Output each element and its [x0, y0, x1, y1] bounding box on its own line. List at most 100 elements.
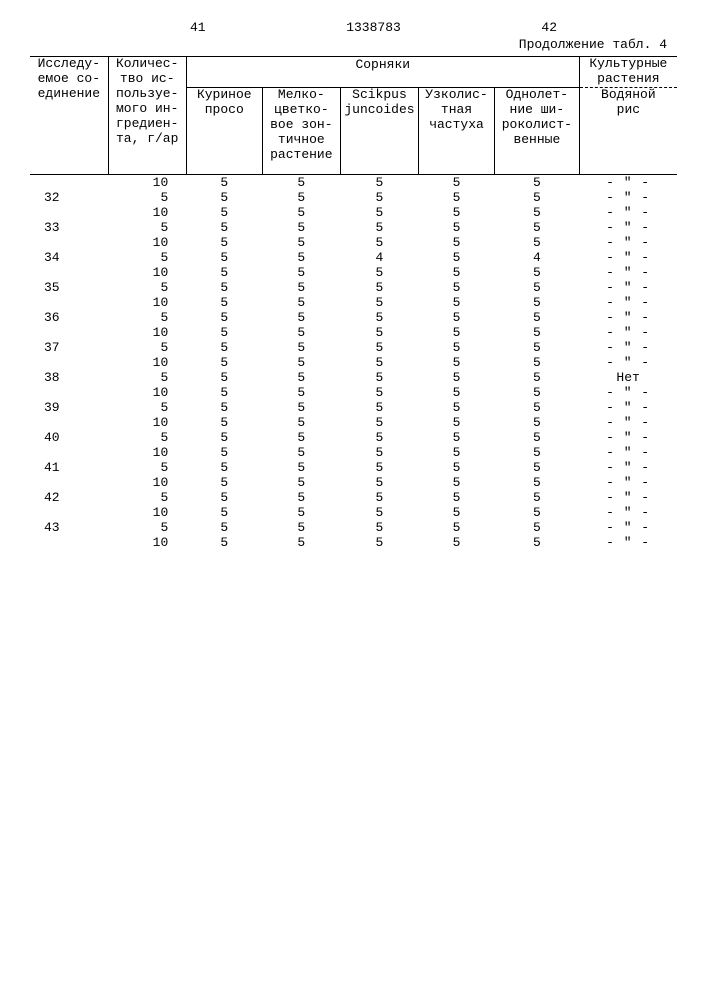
- cell-weed-2: 5: [262, 520, 340, 535]
- cell-weed-5: 5: [495, 174, 580, 190]
- table-row: 36555555- " -: [30, 310, 677, 325]
- cell-weed-5: 5: [495, 310, 580, 325]
- cell-compound: [30, 385, 108, 400]
- cell-weed-2: 5: [262, 190, 340, 205]
- col-compound: Исследу- емое со- единение: [30, 57, 108, 175]
- col-weed-4: Узколис- тная частуха: [419, 87, 495, 174]
- cell-crop: - " -: [579, 475, 677, 490]
- cell-weed-3: 5: [340, 430, 418, 445]
- cell-compound: 40: [30, 430, 108, 445]
- cell-weed-2: 5: [262, 250, 340, 265]
- cell-weed-5: 5: [495, 340, 580, 355]
- cell-crop: - " -: [579, 520, 677, 535]
- cell-weed-1: 5: [186, 370, 262, 385]
- table-row: 42555555- " -: [30, 490, 677, 505]
- cell-weed-3: 5: [340, 475, 418, 490]
- cell-weed-4: 5: [419, 325, 495, 340]
- cell-weed-5: 5: [495, 325, 580, 340]
- cell-weed-5: 5: [495, 190, 580, 205]
- cell-weed-3: 5: [340, 190, 418, 205]
- cell-weed-4: 5: [419, 490, 495, 505]
- cell-weed-4: 5: [419, 430, 495, 445]
- cell-weed-1: 5: [186, 505, 262, 520]
- cell-weed-5: 5: [495, 415, 580, 430]
- cell-weed-4: 5: [419, 415, 495, 430]
- cell-amount: 5: [108, 490, 186, 505]
- cell-weed-2: 5: [262, 415, 340, 430]
- table-row: 1055555- " -: [30, 415, 677, 430]
- cell-weed-4: 5: [419, 235, 495, 250]
- cell-weed-1: 5: [186, 445, 262, 460]
- cell-amount: 10: [108, 174, 186, 190]
- cell-weed-1: 5: [186, 250, 262, 265]
- cell-weed-2: 5: [262, 295, 340, 310]
- cell-weed-5: 5: [495, 235, 580, 250]
- col-weed-2: Мелко- цветко- вое зон- тичное растение: [262, 87, 340, 174]
- cell-weed-4: 5: [419, 385, 495, 400]
- cell-compound: [30, 295, 108, 310]
- cell-weed-2: 5: [262, 280, 340, 295]
- cell-weed-3: 5: [340, 280, 418, 295]
- col-weed-1: Куриное просо: [186, 87, 262, 174]
- cell-amount: 5: [108, 250, 186, 265]
- cell-compound: 36: [30, 310, 108, 325]
- cell-weed-2: 5: [262, 205, 340, 220]
- col-crops-top: Культурные растения: [579, 57, 677, 88]
- col-weed-3: Scikpus juncoides: [340, 87, 418, 174]
- cell-weed-5: 5: [495, 295, 580, 310]
- cell-weed-3: 5: [340, 370, 418, 385]
- cell-weed-1: 5: [186, 340, 262, 355]
- page-left: 41: [190, 20, 206, 35]
- cell-weed-2: 5: [262, 385, 340, 400]
- cell-weed-1: 5: [186, 174, 262, 190]
- cell-amount: 5: [108, 370, 186, 385]
- cell-weed-4: 5: [419, 460, 495, 475]
- table-row: 1055555- " -: [30, 205, 677, 220]
- cell-compound: [30, 505, 108, 520]
- table-row: 1055555- " -: [30, 355, 677, 370]
- cell-compound: 38: [30, 370, 108, 385]
- cell-weed-1: 5: [186, 190, 262, 205]
- table-row: 1055555- " -: [30, 445, 677, 460]
- cell-weed-4: 5: [419, 280, 495, 295]
- cell-compound: 43: [30, 520, 108, 535]
- cell-compound: [30, 265, 108, 280]
- table-row: 1055555- " -: [30, 174, 677, 190]
- cell-weed-3: 5: [340, 415, 418, 430]
- cell-amount: 5: [108, 280, 186, 295]
- cell-amount: 5: [108, 400, 186, 415]
- cell-crop: - " -: [579, 250, 677, 265]
- cell-crop: - " -: [579, 280, 677, 295]
- header-page-numbers: 41 1338783 42: [30, 20, 677, 35]
- cell-weed-4: 5: [419, 355, 495, 370]
- cell-crop: - " -: [579, 385, 677, 400]
- cell-compound: [30, 415, 108, 430]
- cell-weed-4: 5: [419, 295, 495, 310]
- table-row: 1055555- " -: [30, 505, 677, 520]
- cell-weed-5: 5: [495, 355, 580, 370]
- cell-compound: 42: [30, 490, 108, 505]
- cell-crop: - " -: [579, 310, 677, 325]
- cell-weed-4: 5: [419, 475, 495, 490]
- cell-crop: - " -: [579, 220, 677, 235]
- cell-crop: - " -: [579, 265, 677, 280]
- doc-number: 1338783: [206, 20, 542, 35]
- cell-crop: - " -: [579, 174, 677, 190]
- table-row: 33555555- " -: [30, 220, 677, 235]
- cell-crop: - " -: [579, 340, 677, 355]
- cell-compound: 33: [30, 220, 108, 235]
- cell-weed-3: 5: [340, 295, 418, 310]
- cell-weed-1: 5: [186, 430, 262, 445]
- cell-weed-4: 5: [419, 445, 495, 460]
- cell-amount: 10: [108, 445, 186, 460]
- cell-crop: - " -: [579, 355, 677, 370]
- cell-compound: 39: [30, 400, 108, 415]
- cell-weed-2: 5: [262, 400, 340, 415]
- cell-crop: - " -: [579, 505, 677, 520]
- cell-amount: 5: [108, 220, 186, 235]
- table-row: 1055555- " -: [30, 385, 677, 400]
- cell-weed-4: 5: [419, 340, 495, 355]
- cell-weed-1: 5: [186, 325, 262, 340]
- cell-weed-4: 5: [419, 535, 495, 550]
- cell-crop: - " -: [579, 490, 677, 505]
